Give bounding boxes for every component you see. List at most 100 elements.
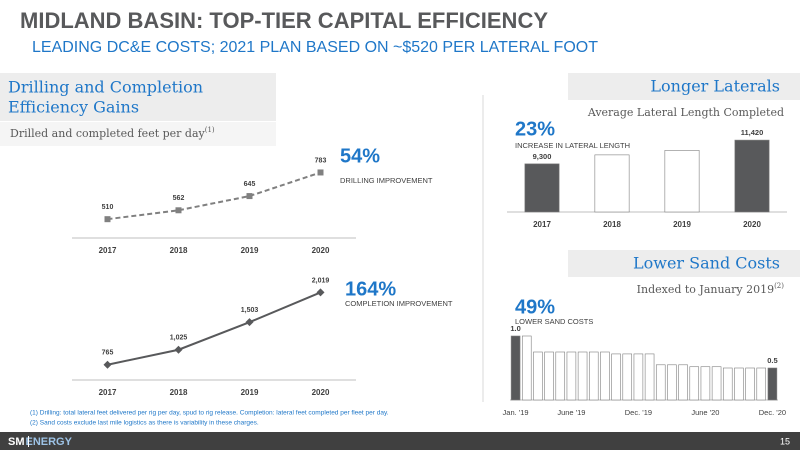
value-label: 0.5 (767, 356, 777, 365)
footnote: (1) Drilling: total lateral feet deliver… (30, 410, 389, 417)
superscript: (2) (774, 282, 784, 290)
bar (644, 353, 655, 401)
bar (678, 364, 688, 401)
bar (544, 351, 554, 401)
headline: 164% (345, 278, 396, 300)
bar (521, 335, 532, 401)
value-label: 645 (244, 181, 256, 188)
subtitle-text: Drilled and completed feet per day (10, 127, 206, 140)
x-tick-label: 2019 (673, 220, 691, 229)
bar (611, 353, 621, 401)
bar (622, 353, 633, 401)
x-tick-label: 2020 (743, 220, 761, 229)
marker (103, 360, 112, 369)
marker (316, 288, 325, 297)
x-tick-label: 2017 (99, 388, 117, 397)
superscript: (1) (205, 126, 215, 134)
bar (533, 351, 543, 401)
line (107, 171, 321, 221)
value-label: 765 (102, 350, 114, 357)
panel-subtitle-bg (0, 122, 276, 146)
bar (510, 335, 521, 401)
x-tick-label: 2017 (99, 246, 117, 255)
value-label: 1,025 (170, 335, 188, 342)
panel-title: Longer Laterals (650, 77, 780, 96)
bar (577, 351, 588, 401)
bar (566, 351, 577, 401)
caption: INCREASE IN LATERAL LENGTH (515, 141, 630, 150)
bar (588, 351, 599, 401)
x-tick-label: 2019 (241, 246, 259, 255)
subtitle-text: Indexed to January 2019 (637, 283, 774, 296)
marker (175, 207, 182, 214)
marker (246, 193, 253, 200)
logo: SMENERGY (8, 436, 73, 448)
x-tick-label: 2020 (312, 246, 330, 255)
page-number: 15 (780, 436, 790, 446)
panel-title: Lower Sand Costs (633, 254, 780, 273)
caption: COMPLETION IMPROVEMENT (345, 299, 453, 308)
panel-header-bg (568, 73, 800, 100)
headline: 23% (515, 118, 555, 140)
marker (317, 169, 324, 176)
bar (767, 367, 778, 401)
marker (174, 345, 183, 354)
value-label: 9,300 (533, 152, 552, 161)
panel-header-bg (0, 73, 276, 121)
line (107, 291, 321, 366)
bar (711, 366, 722, 401)
value-label: 11,420 (741, 128, 764, 137)
logo-right: ENERGY (26, 436, 73, 448)
bar (734, 367, 744, 401)
bar (689, 366, 700, 401)
value-label: 510 (102, 204, 114, 211)
bar (524, 163, 560, 213)
x-tick-label: 2017 (533, 220, 551, 229)
panel-subtitle: Drilled and completed feet per day(1) (10, 126, 215, 140)
marker (245, 318, 254, 327)
logo-left: SM (8, 436, 25, 448)
panel-subtitle: Average Lateral Length Completed (587, 106, 784, 119)
value-label: 562 (173, 195, 185, 202)
value-label: 783 (315, 157, 327, 164)
slide-subtitle: LEADING DC&E COSTS; 2021 PLAN BASED ON ~… (32, 39, 598, 56)
headline: 49% (515, 296, 555, 318)
bar (555, 351, 566, 401)
bar (633, 353, 644, 401)
bar (667, 364, 677, 401)
x-tick-label: Dec. '20 (759, 408, 786, 417)
bar (655, 364, 666, 401)
panel-title: Efficiency Gains (8, 98, 139, 117)
slide-title: MIDLAND BASIN: TOP-TIER CAPITAL EFFICIEN… (20, 8, 548, 33)
x-tick-label: 2018 (170, 388, 188, 397)
bar (700, 366, 711, 401)
headline: 54% (340, 145, 380, 167)
x-tick-label: 2019 (241, 388, 259, 397)
x-tick-label: 2018 (170, 246, 188, 255)
caption: DRILLING IMPROVEMENT (340, 176, 433, 185)
x-tick-label: 2018 (603, 220, 621, 229)
marker (104, 216, 111, 223)
x-tick-label: Dec. '19 (625, 408, 652, 417)
bar (756, 367, 767, 401)
x-tick-label: June '20 (691, 408, 719, 417)
x-tick-label: Jan. '19 (503, 408, 529, 417)
panel-header-bg (568, 250, 800, 277)
bar (734, 139, 770, 213)
caption: LOWER SAND COSTS (515, 317, 593, 326)
footnote: (2) Sand costs exclude last mile logisti… (30, 420, 259, 427)
panel-subtitle: Indexed to January 2019(2) (637, 282, 785, 296)
value-label: 1,503 (241, 307, 259, 314)
footer-bar (0, 432, 800, 450)
bar (745, 367, 755, 401)
bar (594, 154, 630, 213)
value-label: 2,019 (312, 277, 330, 284)
bar (600, 351, 610, 401)
bar (664, 150, 700, 213)
value-label: 1.0 (510, 324, 520, 333)
panel-title: Drilling and Completion (8, 78, 203, 97)
bar (722, 367, 733, 401)
x-tick-label: 2020 (312, 388, 330, 397)
x-tick-label: June '19 (557, 408, 585, 417)
